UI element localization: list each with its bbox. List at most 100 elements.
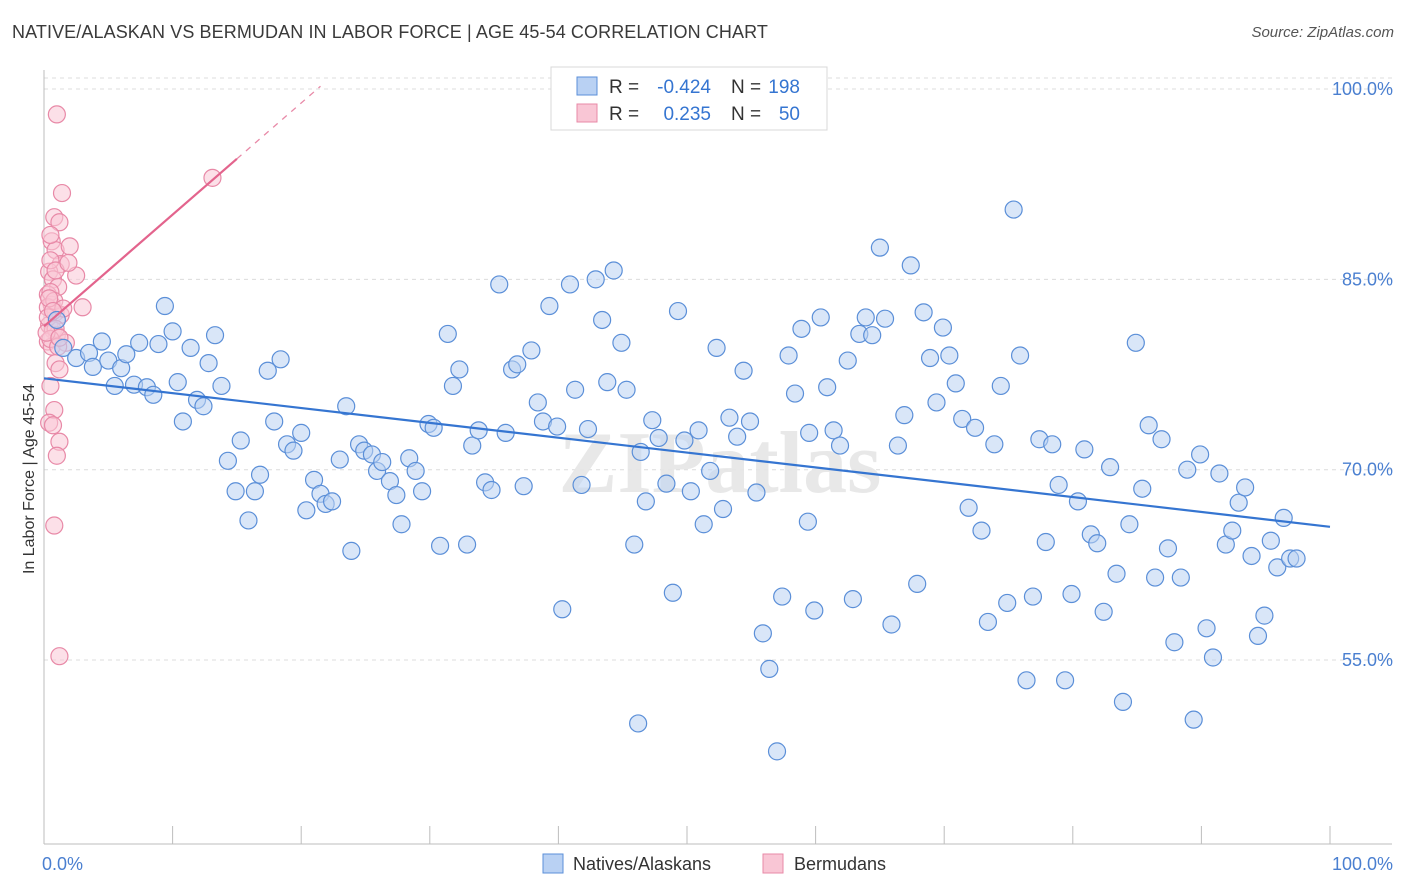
legend-r-label: R = [609, 77, 639, 98]
native-alaskan-point [1113, 692, 1133, 711]
native-alaskan-point [870, 238, 890, 257]
native-alaskan-point [760, 659, 779, 678]
native-alaskan-point [985, 435, 1004, 454]
native-alaskan-point [1152, 430, 1171, 449]
native-alaskan-point [173, 412, 192, 431]
native-alaskan-point [271, 350, 290, 369]
bermudan-point [59, 253, 78, 272]
trend-extension-bermudans [236, 85, 321, 160]
native-alaskan-point [212, 376, 231, 396]
native-alaskan-point [1158, 539, 1178, 558]
native-alaskan-point [1126, 333, 1145, 352]
native-alaskan-point [514, 477, 533, 496]
native-alaskan-point [617, 380, 636, 399]
legend-n-value: 50 [779, 104, 800, 125]
native-alaskan-point [843, 590, 862, 609]
native-alaskan-point [604, 261, 623, 280]
native-alaskan-point [1203, 648, 1223, 667]
native-alaskan-point [205, 326, 225, 345]
native-alaskan-point [1139, 416, 1158, 435]
native-alaskan-point [946, 374, 965, 393]
native-alaskan-point [578, 419, 598, 439]
native-alaskan-point [1184, 710, 1203, 729]
native-alaskan-point [54, 338, 73, 357]
native-alaskan-point [805, 601, 824, 620]
native-alaskan-point [882, 615, 901, 634]
native-alaskan-point [888, 436, 908, 455]
native-alaskan-point [927, 393, 946, 412]
legend-n-label: N = [731, 77, 761, 98]
legend-n-label: N = [731, 104, 761, 125]
native-alaskan-point [901, 256, 920, 275]
native-alaskan-point [553, 600, 572, 619]
legend-swatch-blue [576, 76, 598, 96]
native-alaskan-point [1248, 626, 1268, 646]
native-alaskan-point [629, 714, 648, 733]
native-alaskan-point [1043, 435, 1062, 454]
native-alaskan-point [598, 373, 617, 392]
native-alaskan-point [226, 482, 245, 501]
native-alaskan-point [250, 465, 270, 484]
native-alaskan-point [199, 354, 218, 373]
native-alaskan-point [463, 436, 482, 455]
native-alaskan-point [482, 480, 501, 500]
native-alaskan-point [1062, 584, 1081, 604]
native-alaskan-point [540, 296, 559, 316]
native-alaskan-point [83, 357, 102, 377]
y-tick-label: 85.0% [1342, 269, 1393, 289]
native-alaskan-point [1210, 464, 1229, 483]
native-alaskan-point [798, 512, 817, 531]
native-alaskan-point [1049, 475, 1068, 495]
bermudan-point [50, 213, 69, 232]
native-alaskan-point [1171, 568, 1190, 587]
bermudan-point [73, 298, 92, 317]
legend-r-value: -0.424 [657, 77, 711, 98]
bermudan-point [41, 376, 60, 396]
native-alaskan-point [566, 380, 585, 399]
native-alaskan-point [265, 412, 284, 431]
bermudan-point [41, 225, 60, 245]
bermudan-point [50, 360, 69, 379]
native-alaskan-point [443, 376, 463, 396]
native-alaskan-point [450, 360, 469, 379]
native-alaskan-point [168, 373, 187, 392]
native-alaskan-point [895, 406, 914, 425]
bermudan-point [47, 446, 66, 465]
native-alaskan-point [508, 355, 527, 374]
native-alaskan-point [1133, 479, 1152, 498]
gridlines [44, 77, 1392, 661]
native-alaskan-point [713, 499, 733, 519]
y-axis-label: In Labor Force | Age 45-54 [21, 384, 38, 574]
bermudan-point [45, 516, 64, 535]
native-alaskan-point [1088, 534, 1107, 553]
legend-label-bermudans: Bermudans [794, 854, 886, 874]
native-alaskan-point [1242, 546, 1261, 566]
native-alaskan-point [528, 393, 547, 412]
native-alaskan-point [972, 521, 991, 540]
native-alaskan-point [1036, 532, 1055, 552]
native-alaskan-point [773, 587, 792, 606]
native-alaskan-point [593, 310, 612, 330]
native-alaskan-point [675, 431, 694, 450]
native-alaskan-point [1229, 493, 1248, 512]
native-alaskan-point [965, 418, 985, 437]
legend-label-natives: Natives/Alaskans [573, 854, 711, 874]
native-alaskan-point [231, 431, 250, 450]
native-alaskan-point [490, 275, 509, 294]
native-alaskan-point [785, 384, 805, 403]
native-alaskan-point [998, 593, 1017, 613]
native-alaskan-point [373, 452, 392, 472]
native-alaskan-point [572, 475, 591, 495]
native-alaskan-point [297, 501, 316, 520]
native-alaskan-point [811, 308, 830, 327]
native-alaskan-point [933, 318, 953, 337]
native-alaskan-point [245, 482, 265, 501]
native-alaskan-point [838, 351, 857, 370]
native-alaskan-point [720, 408, 739, 427]
bermudan-point [43, 416, 63, 435]
native-alaskan-point [330, 450, 349, 469]
native-alaskan-point [548, 417, 567, 436]
legend-r-value: 0.235 [663, 104, 711, 125]
x-tick-label: 100.0% [1332, 854, 1393, 874]
